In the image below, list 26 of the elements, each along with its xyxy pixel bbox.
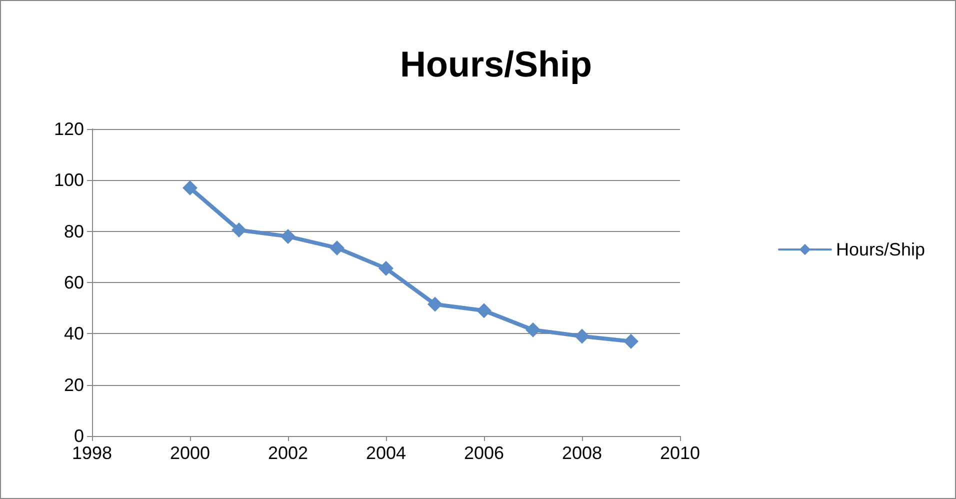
y-tick-label: 100: [54, 170, 84, 190]
point: [378, 260, 394, 276]
point: [624, 334, 638, 349]
chart-title: Hours/Ship: [400, 44, 592, 84]
y-tick-label: 20: [64, 374, 84, 395]
point: [182, 180, 198, 196]
point: [526, 322, 540, 338]
x-tick-label: 2010: [660, 443, 700, 463]
point: [330, 240, 344, 256]
y-tick-label: 80: [64, 221, 84, 242]
x-tick-label: 1998: [72, 443, 112, 463]
x-tick-label: 2008: [562, 443, 602, 463]
x-tick-label: 2006: [464, 443, 504, 463]
x-tick-label: 2004: [366, 443, 406, 463]
point: [574, 328, 590, 344]
y-tick-label: 40: [64, 324, 84, 344]
y-tick-label: 0: [74, 426, 84, 446]
point: [232, 222, 246, 238]
point: [428, 296, 442, 312]
x-tick-label: 2000: [170, 443, 210, 463]
x-tick-label: 2002: [268, 443, 308, 463]
point: [476, 303, 492, 318]
legend-label: Hours/Ship: [836, 240, 926, 260]
point: [280, 228, 296, 244]
y-tick-label: 120: [54, 119, 84, 139]
y-tick-label: 60: [64, 272, 84, 292]
